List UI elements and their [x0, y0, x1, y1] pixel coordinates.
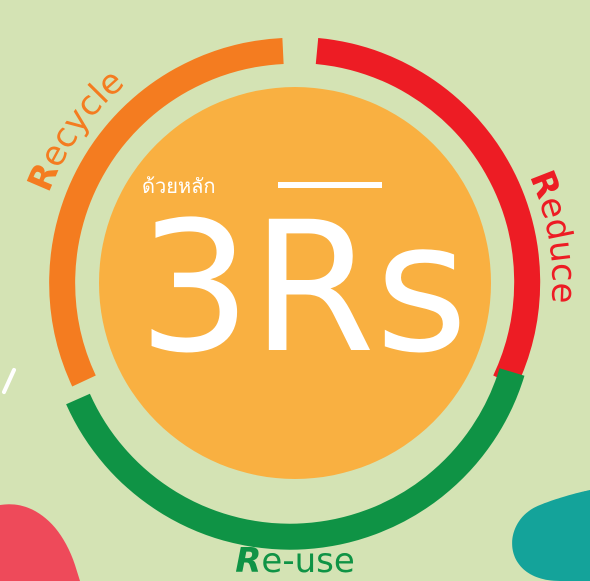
label-rest: e-use: [261, 541, 354, 581]
label-initial: R: [235, 541, 261, 581]
infographic: Recycle Reduce Re-use ด้วยหลัก 3Rs: [0, 0, 590, 581]
center-title: 3Rs: [138, 184, 468, 393]
reuse-label: Re-use: [235, 541, 355, 581]
